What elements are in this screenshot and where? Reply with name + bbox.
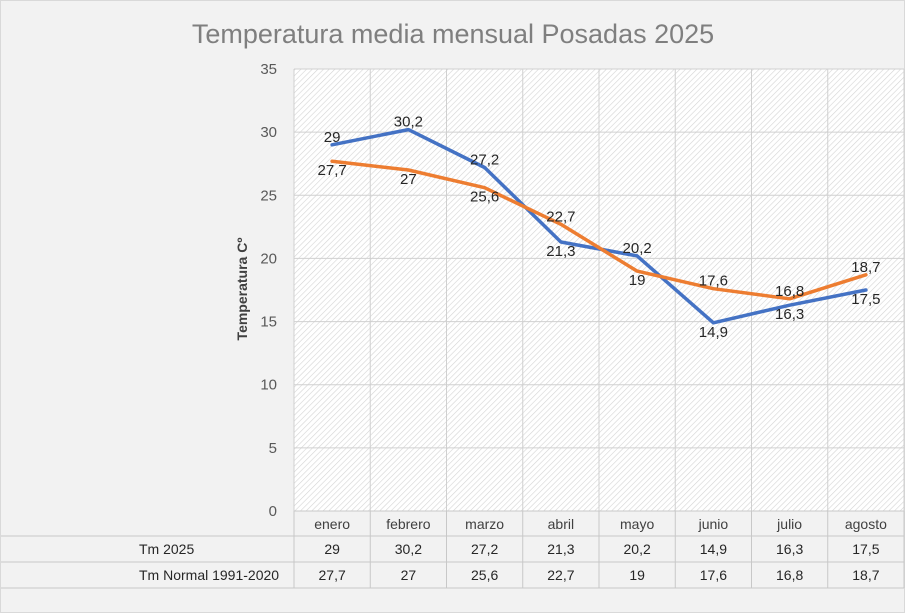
data-labels: 29 27,7 30,2 27 27,2 25,6 21,3 22,7 20,2 19 14,9 17… xyxy=(318,114,881,341)
table-cell: 27 xyxy=(401,567,417,583)
series-line xyxy=(330,159,868,301)
x-category-label: junio xyxy=(698,516,729,532)
table-cell: 16,3 xyxy=(776,541,803,557)
data-label: 16,8 xyxy=(775,283,804,300)
y-tick-label: 35 xyxy=(260,61,277,78)
table-cell: 14,9 xyxy=(700,541,727,557)
table-cell: 19 xyxy=(629,567,645,583)
y-tick-label: 25 xyxy=(260,187,277,204)
data-label: 27 xyxy=(400,171,417,188)
gridlines xyxy=(293,68,905,511)
y-axis-label: Temperatura Cº xyxy=(234,238,250,341)
x-category-label: enero xyxy=(314,516,350,532)
y-tick-label: 15 xyxy=(260,314,277,331)
data-label: 25,6 xyxy=(470,189,499,206)
y-tick-label: 20 xyxy=(260,250,277,267)
table-cell: 27,7 xyxy=(319,567,346,583)
x-category-label: marzo xyxy=(465,516,504,532)
y-tick-label: 0 xyxy=(269,503,277,520)
x-category-label: julio xyxy=(776,516,802,532)
table-cell: 17,6 xyxy=(700,567,727,583)
y-tick-label: 5 xyxy=(269,440,277,457)
table-cell: 27,2 xyxy=(471,541,498,557)
data-table: enero febrero marzo abril mayo junio julio agos… xyxy=(1,510,905,589)
x-category-label: abril xyxy=(548,516,574,532)
y-tick-label: 30 xyxy=(260,124,277,141)
table-row-label: Tm 2025 xyxy=(139,541,194,557)
table-cell: 20,2 xyxy=(624,541,651,557)
data-label: 29 xyxy=(324,129,341,146)
data-label: 14,9 xyxy=(699,324,728,341)
chart-title: Temperatura media mensual Posadas 2025 xyxy=(192,19,714,49)
data-label: 20,2 xyxy=(623,240,652,257)
table-cell: 25,6 xyxy=(471,567,498,583)
series-lines xyxy=(330,127,868,325)
data-label: 19 xyxy=(629,272,646,289)
table-cell: 22,7 xyxy=(547,567,574,583)
table-cell: 17,5 xyxy=(852,541,879,557)
x-category-label: agosto xyxy=(845,516,887,532)
x-category-label: mayo xyxy=(620,516,654,532)
x-category-label: febrero xyxy=(386,516,431,532)
table-cell: 30,2 xyxy=(395,541,422,557)
data-label: 22,7 xyxy=(546,208,575,225)
table-cell: 18,7 xyxy=(852,567,879,583)
data-label: 18,7 xyxy=(851,259,880,276)
data-label: 21,3 xyxy=(546,243,575,260)
table-cell: 16,8 xyxy=(776,567,803,583)
y-axis: 0 5 10 15 20 25 30 35 xyxy=(260,61,277,520)
table-row-label: Tm Normal 1991-2020 xyxy=(139,567,279,583)
data-label: 17,5 xyxy=(851,291,880,308)
data-label: 30,2 xyxy=(394,114,423,131)
data-label: 17,6 xyxy=(699,273,728,290)
table-cell: 21,3 xyxy=(547,541,574,557)
data-label: 27,2 xyxy=(470,152,499,169)
data-label: 16,3 xyxy=(775,306,804,323)
table-cell: 29 xyxy=(324,541,340,557)
data-label: 27,7 xyxy=(318,162,347,179)
y-tick-label: 10 xyxy=(260,377,277,394)
